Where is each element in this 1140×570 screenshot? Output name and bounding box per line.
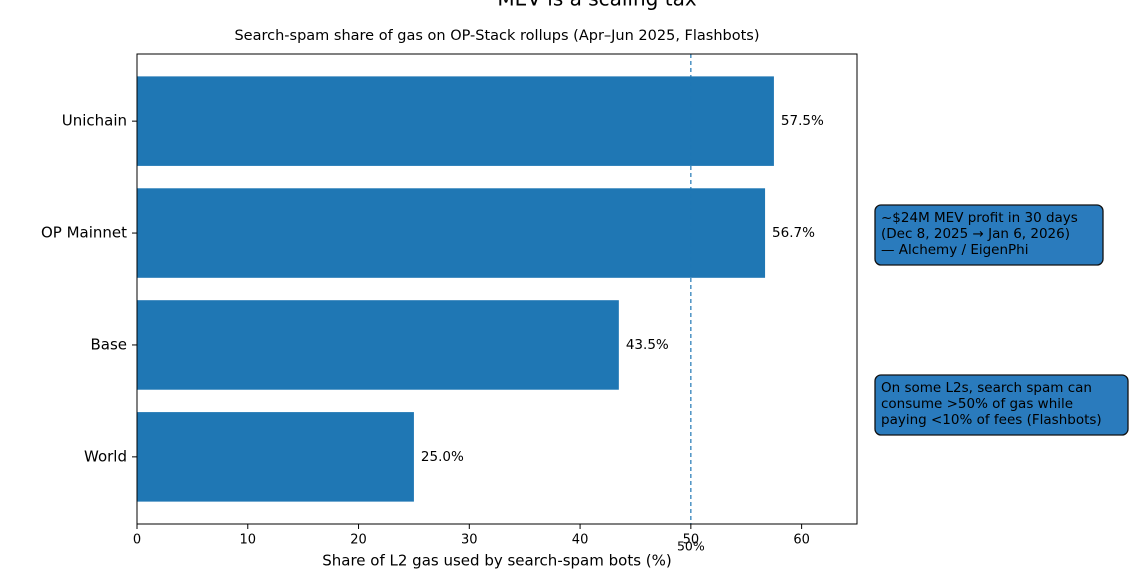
value-label: 25.0% — [421, 449, 464, 465]
plot-frame — [136, 53, 858, 525]
value-label: 56.7% — [772, 225, 815, 241]
x-tick-label: 20 — [350, 533, 367, 548]
y-tick-label: OP Mainnet — [41, 224, 127, 242]
annotation-text: (Dec 8, 2025 → Jan 6, 2026) — [881, 226, 1070, 242]
bar — [137, 188, 766, 278]
bar — [137, 76, 774, 166]
x-tick-label: 50 — [683, 533, 700, 548]
reference-label: 50% — [677, 539, 705, 554]
x-tick-label: 30 — [461, 533, 478, 548]
x-axis-label: Share of L2 gas used by search-spam bots… — [322, 552, 672, 570]
annotation-text: ~$24M MEV profit in 30 days — [881, 210, 1078, 226]
annotation-text: consume >50% of gas while — [881, 396, 1073, 412]
chart-subtitle: Search-spam share of gas on OP-Stack rol… — [234, 28, 759, 44]
annotation-box — [874, 374, 1129, 436]
x-tick-label: 10 — [239, 533, 256, 548]
y-tick-label: Unichain — [62, 112, 127, 130]
x-tick-label: 0 — [133, 533, 141, 548]
value-label: 57.5% — [781, 113, 824, 129]
x-tick-label: 40 — [572, 533, 589, 548]
annotation-box — [874, 204, 1104, 266]
annotation-text: On some L2s, search spam can — [881, 380, 1092, 396]
bar — [137, 412, 414, 502]
annotation-text: paying <10% of fees (Flashbots) — [881, 412, 1102, 428]
x-tick-label: 60 — [793, 533, 810, 548]
value-label: 43.5% — [626, 337, 669, 353]
chart-title: MEV is a scaling tax — [497, 0, 696, 11]
y-tick-label: World — [84, 447, 127, 465]
bar — [137, 300, 619, 390]
annotation-text: — Alchemy / EigenPhi — [881, 242, 1029, 258]
y-tick-label: Base — [90, 335, 127, 353]
